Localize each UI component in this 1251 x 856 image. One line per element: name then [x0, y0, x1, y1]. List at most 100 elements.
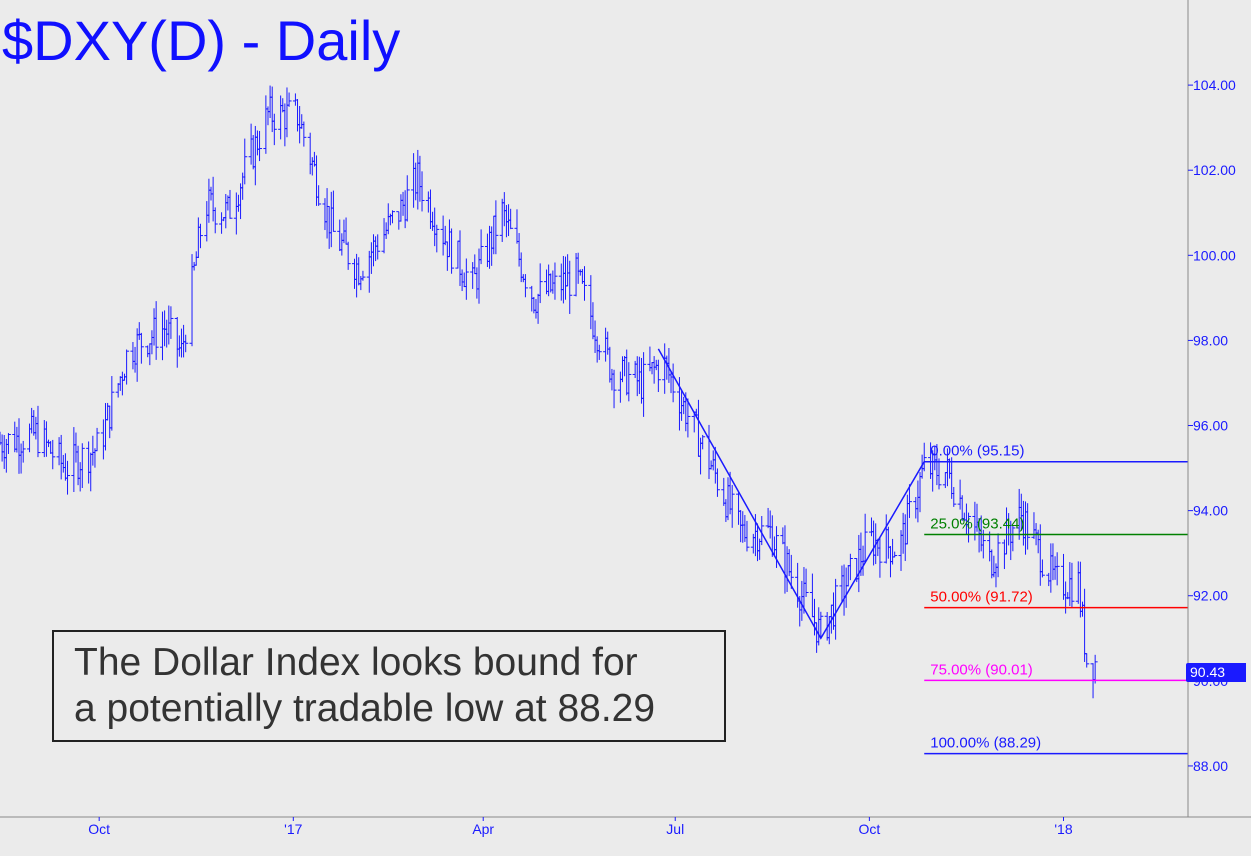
ohlc-bar [183, 334, 189, 353]
ohlc-bar [94, 427, 100, 452]
ohlc-bar [877, 536, 883, 578]
y-tick-label: 98.00 [1193, 332, 1228, 348]
ohlc-bar [65, 460, 71, 495]
ohlc-bar [522, 274, 528, 298]
ohlc-bar [567, 260, 573, 314]
ohlc-bar [1025, 503, 1031, 550]
ohlc-bar [50, 439, 56, 470]
ohlc-bar [552, 262, 558, 300]
ohlc-bar [153, 301, 159, 360]
ohlc-bar [463, 258, 469, 300]
ohlc-bar [995, 533, 1001, 578]
ohlc-bar [670, 363, 676, 403]
y-tick-label: 94.00 [1193, 503, 1228, 519]
ohlc-bar [936, 458, 942, 490]
ohlc-bar [706, 424, 712, 480]
ohlc-bar [655, 359, 661, 393]
y-tick-label: 92.00 [1193, 588, 1228, 604]
ohlc-bar [271, 113, 277, 146]
ohlc-bar [35, 405, 41, 458]
ohlc-bar [345, 241, 351, 270]
x-tick-label: Jul [666, 821, 684, 837]
fib-level-label: 100.00% (88.29) [930, 735, 1041, 752]
ohlc-bar [360, 270, 366, 281]
ohlc-bar [1039, 559, 1045, 578]
ohlc-bar [124, 349, 130, 385]
ohlc-bar [1092, 654, 1098, 684]
y-tick-label: 88.00 [1193, 758, 1228, 774]
ohlc-bar [626, 362, 632, 402]
fib-level-label: 75.00% (90.01) [930, 661, 1033, 678]
ohlc-bar [685, 398, 691, 438]
ohlc-bar [906, 484, 912, 518]
y-axis: 88.0090.0092.0094.0096.0098.00100.00102.… [1187, 0, 1236, 817]
ohlc-bar [582, 266, 588, 301]
ohlc-bar [818, 611, 824, 637]
ohlc-bar [611, 369, 617, 409]
ohlc-bar [493, 200, 499, 255]
ohlc-bar [389, 210, 395, 224]
fibonacci-levels: 0.00% (95.15) 25.0% (93.44) 50.00% (91.72)… [924, 443, 1188, 755]
annotation-box: The Dollar Index looks bound for a poten… [52, 630, 726, 742]
ohlc-bar [449, 228, 455, 274]
ohlc-bar [508, 208, 514, 230]
abc-pattern-line [657, 348, 925, 640]
ohlc-bar [478, 229, 484, 265]
ohlc-bar [212, 207, 218, 234]
fib-level-label: 50.00% (91.72) [930, 589, 1033, 606]
ohlc-bar [833, 578, 839, 640]
ohlc-bar [168, 306, 174, 339]
y-tick-label: 96.00 [1193, 418, 1228, 434]
annotation-line-1: The Dollar Index looks bound for [74, 641, 638, 684]
ohlc-bar [79, 443, 85, 488]
fib-level-label: 25.0% (93.44) [930, 515, 1024, 532]
ohlc-bar [862, 513, 868, 563]
ohlc-bar [316, 185, 322, 206]
ohlc-bar [242, 138, 248, 185]
x-axis: Oct '17 Apr Jul Oct '18 [0, 816, 1251, 837]
ohlc-bar [404, 175, 410, 222]
ohlc-bar [375, 234, 381, 260]
ohlc-bar [109, 376, 115, 431]
ohlc-bar [892, 551, 898, 558]
x-tick-label: Apr [472, 821, 494, 837]
ohlc-bar [729, 485, 735, 528]
abc-pattern-lines [657, 348, 925, 640]
ohlc-bar [951, 486, 957, 507]
ohlc-bar [197, 223, 203, 249]
ohlc-bar [20, 440, 26, 463]
ohlc-bar [330, 190, 336, 232]
ohlc-bar [700, 434, 706, 450]
ohlc-bar [537, 263, 543, 304]
ohlc-bar [1084, 653, 1090, 668]
ohlc-bar [5, 433, 11, 455]
last-price-badge: 90.43 [1186, 663, 1246, 682]
y-tick-label: 100.00 [1193, 247, 1236, 263]
x-tick-label: '17 [284, 821, 302, 837]
chart-title: $DXY(D) - Daily [2, 9, 400, 72]
ohlc-bar [1082, 588, 1088, 662]
ohlc-bar [286, 92, 292, 107]
ohlc-bar [641, 352, 647, 417]
ohlc-bar [301, 121, 307, 147]
ohlc-bar [138, 332, 144, 364]
ohlc-bar [966, 512, 972, 543]
y-tick-label: 102.00 [1193, 162, 1236, 178]
ohlc-bar [803, 568, 809, 597]
ohlc-bar [714, 468, 720, 497]
ohlc-bar [847, 553, 853, 581]
ohlc-bar [257, 130, 263, 162]
ohlc-bar [1010, 525, 1016, 552]
ohlc-bar [759, 516, 765, 546]
ohlc-bar [788, 554, 794, 589]
ohlc-bar [596, 344, 602, 360]
ohlc-bar [744, 520, 750, 552]
y-tick-label: 104.00 [1193, 77, 1236, 93]
ohlc-bar [219, 212, 225, 234]
x-tick-label: Oct [88, 821, 110, 837]
annotation-line-2: a potentially tradable low at 88.29 [74, 687, 656, 730]
x-tick-label: '18 [1054, 821, 1072, 837]
fib-level-label: 0.00% (95.15) [930, 443, 1024, 460]
ohlc-bar [774, 526, 780, 568]
